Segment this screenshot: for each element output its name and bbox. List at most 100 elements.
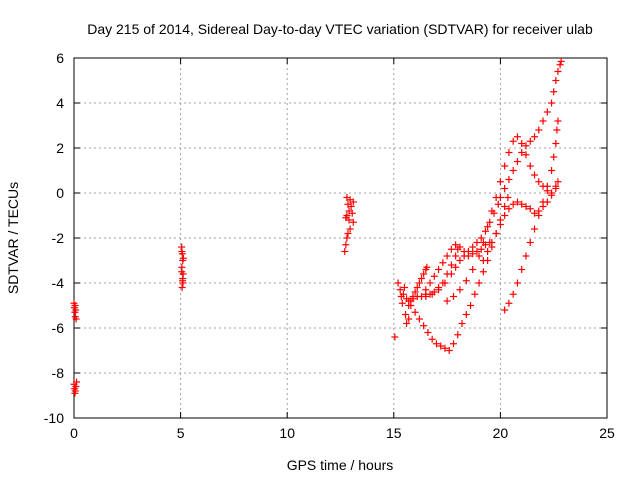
data-point [423,263,431,271]
data-point [430,272,438,280]
data-point [475,279,483,287]
data-point [522,252,530,260]
data-point [531,133,539,141]
data-point [526,239,534,246]
data-point [449,340,457,348]
data-point [454,331,462,339]
data-point [447,261,455,269]
data-point [179,275,187,282]
data-point [479,268,487,276]
data-points [70,57,565,397]
data-point [72,306,80,314]
data-point [462,277,470,285]
data-point [462,311,470,318]
data-point [550,153,558,161]
data-point [505,176,513,183]
data-point [343,212,351,219]
data-point [441,344,449,352]
data-point [477,245,485,253]
data-point [458,320,466,327]
data-point [488,207,496,215]
y-tick-label: 0 [56,185,64,201]
data-point [343,234,351,242]
data-point [513,198,521,206]
data-point [531,171,539,179]
data-point [449,293,457,300]
data-point [473,248,481,255]
data-point [447,245,455,253]
data-point [435,266,443,273]
data-point [178,248,186,255]
data-point [441,279,449,287]
data-point [535,212,543,219]
y-axis-title: SDTVAR / TECUs [5,182,21,294]
data-point [518,140,526,147]
data-point [73,378,81,386]
data-point [554,178,562,186]
data-point [554,117,562,125]
data-point [492,194,500,201]
data-point [178,284,186,291]
data-point [501,162,509,170]
y-tick-label: -2 [52,230,65,246]
data-point [464,248,472,255]
y-axis: -10 -8 -6 -4 -2 0 2 4 6 [44,50,607,426]
x-tick-label: 0 [70,425,78,441]
data-point [349,218,357,226]
data-point [526,205,534,213]
data-point [72,315,80,323]
data-point [501,203,509,210]
data-point [509,167,517,174]
data-point [522,151,530,159]
data-point [443,297,451,305]
data-point [435,286,443,294]
data-point [428,290,436,298]
data-point [342,241,350,249]
data-point [437,342,445,350]
data-point [178,268,186,276]
y-tick-label: -6 [52,320,65,336]
data-point [347,203,355,210]
data-point [402,311,410,318]
data-point [460,252,468,260]
data-point [501,212,509,219]
data-point [443,252,451,260]
data-point [539,117,547,125]
data-point [513,279,521,287]
data-point [71,302,79,309]
data-point [415,279,423,287]
data-point [554,68,562,75]
data-point [492,230,500,237]
data-point [486,218,494,226]
data-point [345,216,353,224]
data-point [456,257,464,264]
data-point [501,185,509,192]
data-point [543,108,551,116]
data-point [552,77,560,84]
data-point [341,248,349,255]
data-point [526,137,534,145]
data-point [552,140,560,147]
data-point [509,290,517,298]
data-point [399,290,407,298]
data-point [475,252,483,260]
data-point [535,178,543,186]
data-point [526,162,534,170]
x-tick-label: 5 [177,425,185,441]
data-point [71,389,79,397]
data-point [531,225,539,233]
data-point [481,227,489,235]
data-point [548,99,556,107]
data-point [348,209,356,217]
data-point [456,243,464,251]
data-point [428,335,436,343]
x-axis-title: GPS time / hours [287,457,394,473]
data-point [518,200,526,208]
chart-title: Day 215 of 2014, Sidereal Day-to-day VTE… [87,21,593,37]
data-point [557,57,565,65]
data-point [469,266,477,273]
data-point [505,149,513,156]
data-point [447,270,455,278]
data-point [424,329,432,336]
